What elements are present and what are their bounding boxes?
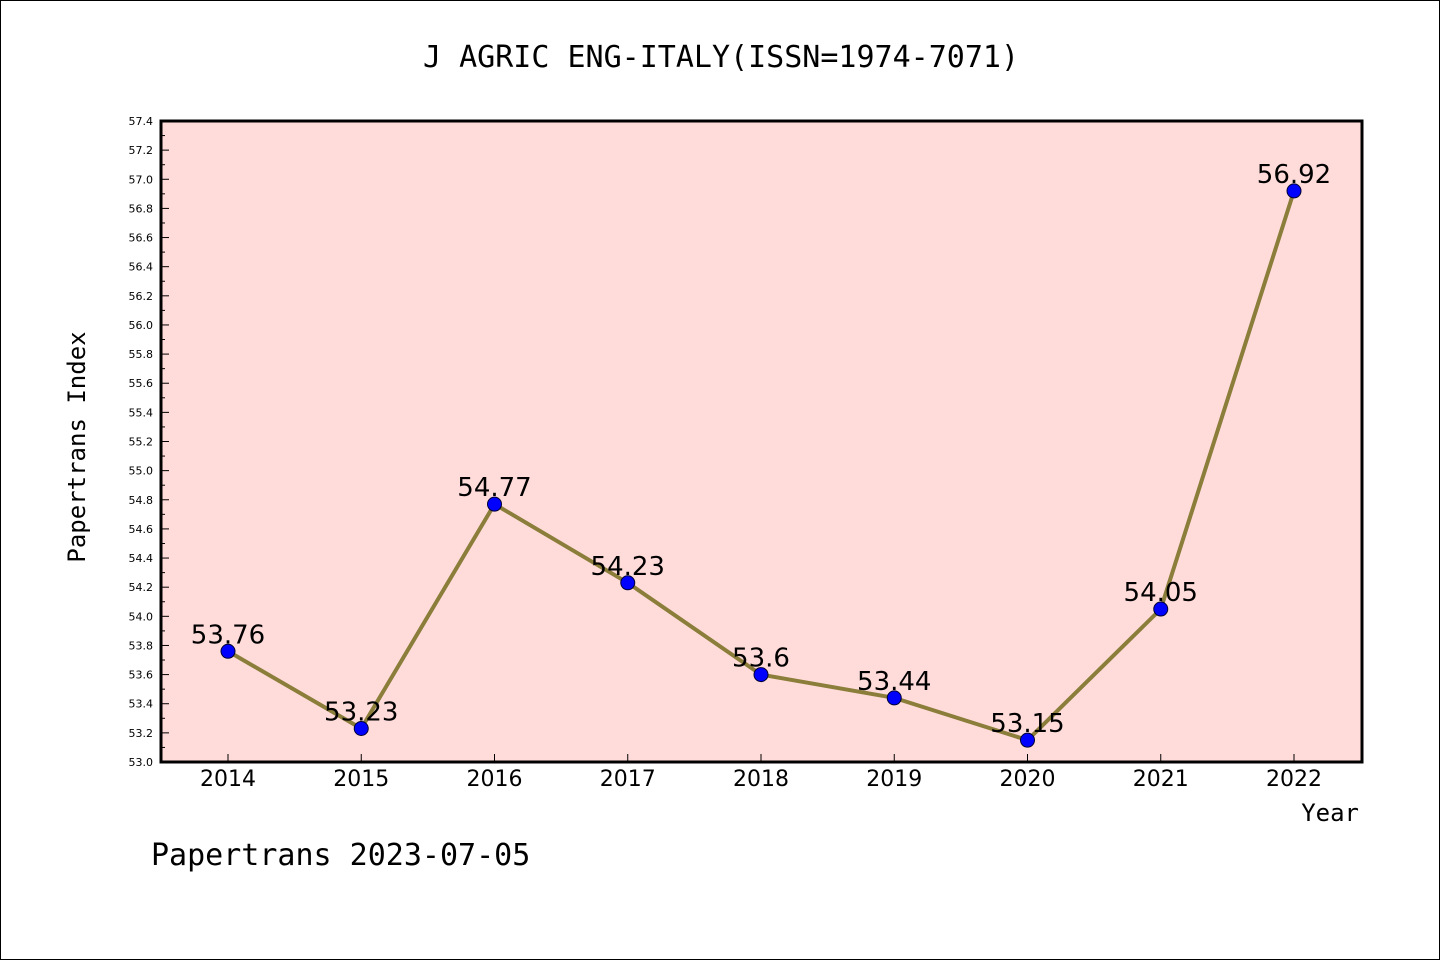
y-tick-label: 55.2 — [129, 436, 154, 449]
y-tick-label: 53.2 — [129, 727, 154, 740]
data-point — [1153, 601, 1169, 617]
y-tick-label: 55.4 — [129, 406, 154, 419]
plot-border — [159, 119, 1364, 764]
x-tick-label: 2019 — [866, 767, 922, 792]
data-label: 54.77 — [457, 473, 531, 503]
y-tick-label: 56.6 — [129, 232, 154, 245]
y-tick-label: 53.0 — [129, 756, 154, 769]
data-label: 54.23 — [591, 552, 665, 582]
x-tick-label: 2022 — [1266, 767, 1322, 792]
data-point — [753, 667, 769, 683]
x-tick-label: 2015 — [333, 767, 389, 792]
y-tick-label: 56.4 — [129, 261, 154, 274]
data-labels: 53.76 53.23 54.77 54.23 53.6 53.44 53.15 54.05 5… — [191, 160, 1331, 739]
data-point — [886, 690, 902, 706]
data-label: 54.05 — [1124, 578, 1198, 608]
y-tick-label: 56.0 — [129, 319, 154, 332]
x-axis: 2014 2015 2016 2017 2018 2019 2020 2021 2022 — [200, 754, 1322, 792]
data-label: 53.6 — [732, 644, 790, 674]
y-tick-label: 55.8 — [129, 348, 154, 361]
y-tick-label: 56.2 — [129, 290, 154, 303]
y-tick-label: 56.8 — [129, 202, 154, 215]
y-tick-label: 54.2 — [129, 581, 154, 594]
y-tick-label: 57.0 — [129, 173, 154, 186]
x-tick-label: 2020 — [1000, 767, 1056, 792]
y-axis: 53.0 53.2 53.4 53.6 53.8 54.0 54.2 54.4 54.6 54.8… — [129, 115, 169, 769]
footer-credit: Papertrans 2023-07-05 — [151, 838, 530, 873]
y-tick-label: 55.6 — [129, 377, 154, 390]
x-axis-label: Year — [1301, 799, 1359, 827]
y-tick-label: 54.8 — [129, 494, 154, 507]
x-tick-label: 2014 — [200, 767, 256, 792]
data-point — [1286, 183, 1302, 199]
x-tick-label: 2018 — [733, 767, 789, 792]
y-tick-label: 57.2 — [129, 144, 154, 157]
plot-area — [161, 121, 1362, 762]
data-point — [1020, 732, 1035, 748]
data-point — [487, 496, 502, 512]
y-tick-label: 57.4 — [129, 115, 154, 128]
chart-title: J AGRIC ENG-ITALY(ISSN=1974-7071) — [423, 40, 1019, 75]
y-tick-label: 53.4 — [129, 698, 154, 711]
y-tick-label: 54.0 — [129, 610, 154, 623]
data-points — [220, 183, 1302, 748]
data-point — [620, 575, 636, 591]
x-tick-label: 2016 — [467, 767, 523, 792]
y-axis-label: Papertrans Index — [63, 331, 91, 562]
data-point — [353, 720, 369, 736]
data-label: 53.76 — [191, 620, 265, 650]
y-tick-label: 53.6 — [129, 669, 154, 682]
y-tick-label: 53.8 — [129, 639, 154, 652]
x-tick-label: 2021 — [1133, 767, 1189, 792]
y-tick-label: 55.0 — [129, 465, 154, 478]
y-tick-label: 54.4 — [129, 552, 154, 565]
data-label: 53.23 — [324, 697, 398, 727]
data-label: 53.44 — [857, 667, 931, 697]
y-tick-label: 54.6 — [129, 523, 154, 536]
data-point — [220, 643, 236, 659]
x-tick-label: 2017 — [600, 767, 656, 792]
data-label: 53.15 — [990, 709, 1064, 739]
data-label: 56.92 — [1257, 160, 1331, 190]
